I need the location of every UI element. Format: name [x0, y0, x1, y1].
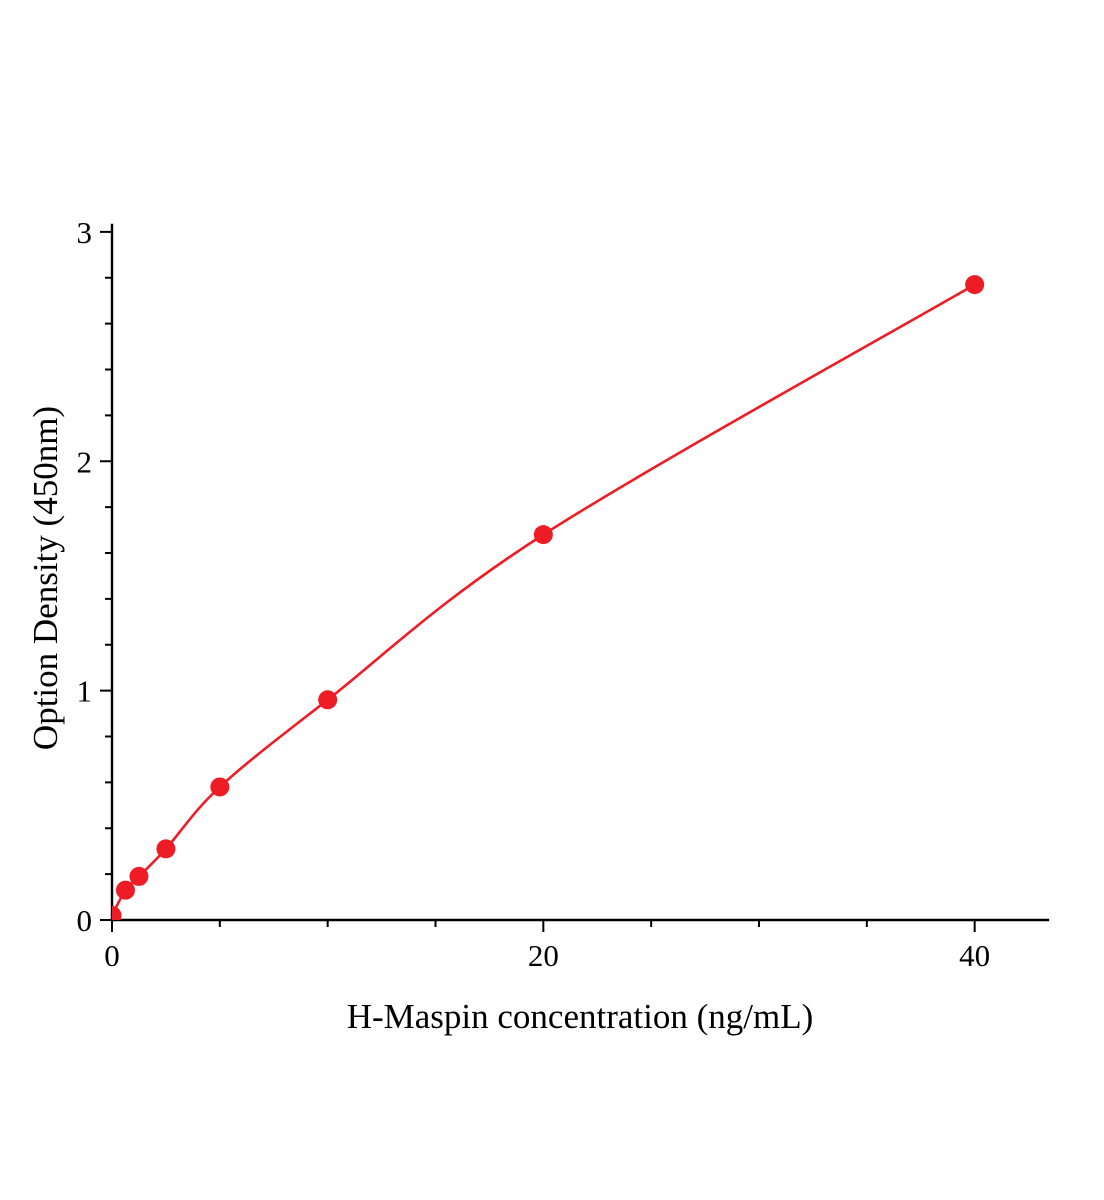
data-point-marker — [965, 275, 985, 295]
x-tick-label: 20 — [528, 938, 559, 973]
data-point-marker — [318, 690, 338, 710]
axis-ticks — [100, 230, 976, 932]
y-tick-label: 3 — [77, 215, 93, 250]
data-point-marker — [112, 905, 122, 920]
data-point-marker — [210, 777, 230, 797]
x-tick-label: 40 — [959, 938, 990, 973]
y-axis-label: Option Density (450nm) — [25, 405, 65, 751]
x-axis-label: H-Maspin concentration (ng/mL) — [346, 997, 814, 1036]
y-tick-label: 1 — [77, 674, 93, 709]
data-layer — [112, 275, 985, 920]
x-tick-label: 0 — [104, 938, 120, 973]
standard-curve-line — [112, 283, 976, 917]
axes — [110, 223, 1050, 922]
tick-labels: 0 20 40 0 1 2 3 — [77, 215, 991, 973]
y-tick-label: 0 — [77, 903, 93, 938]
data-point-marker — [156, 839, 176, 859]
y-tick-label: 2 — [77, 444, 93, 479]
data-point-marker — [129, 866, 149, 886]
data-point-marker — [115, 880, 135, 900]
data-point-marker — [533, 525, 553, 545]
